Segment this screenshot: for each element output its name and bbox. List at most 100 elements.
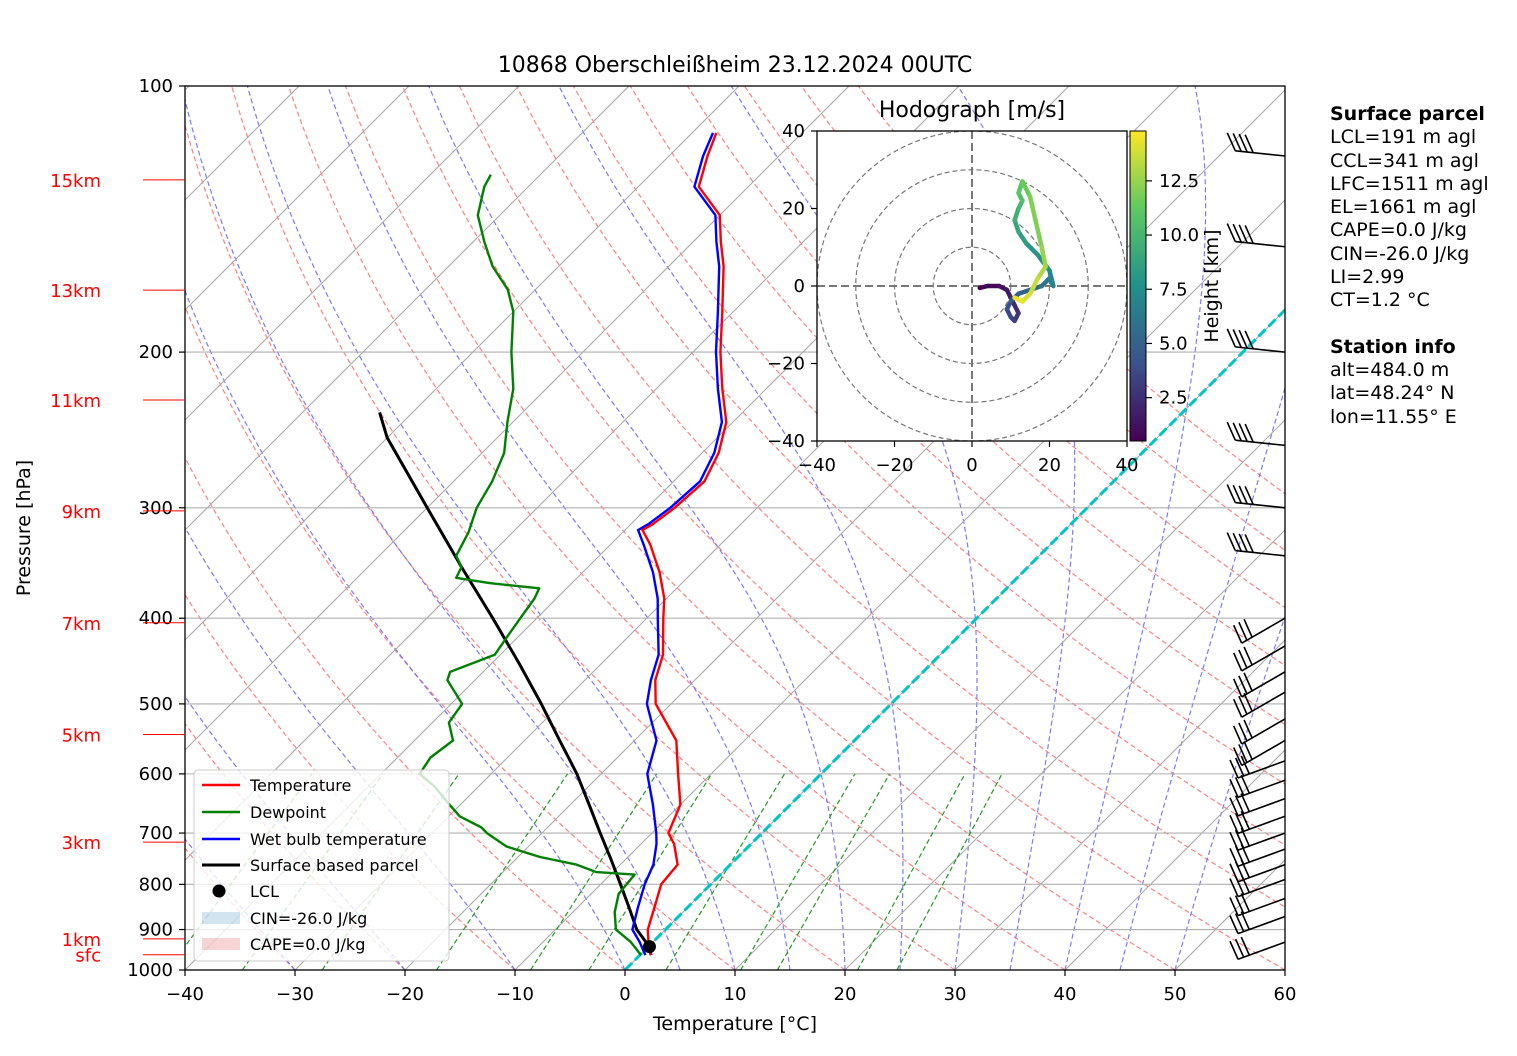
barb-flag [1234, 757, 1245, 777]
isotherm [734, 419, 1285, 970]
height-label: sfc [75, 946, 101, 967]
barb-flag [1234, 938, 1245, 958]
wind-barb [1232, 617, 1286, 644]
barb-staff [1235, 549, 1286, 557]
hodograph-y-tick-label: 40 [782, 121, 805, 142]
legend-cape-label: CAPE=0.0 J/kg [250, 935, 365, 954]
surface-line-el: EL=1661 m agl [1330, 196, 1477, 219]
height-label: 15km [50, 171, 101, 192]
mixing-ratio-line [896, 773, 1003, 970]
barb-flag [1232, 678, 1243, 698]
colorbar-tick-label: 5.0 [1159, 333, 1188, 354]
x-tick-label: −10 [496, 984, 534, 1005]
wind-barb [1229, 755, 1286, 779]
y-tick-label: 800 [139, 874, 173, 895]
dry-adiabat [344, 86, 1176, 970]
wind-barb [1229, 843, 1286, 868]
barb-flag [1238, 722, 1248, 742]
hodograph-segment [1012, 295, 1025, 304]
y-tick-label: 500 [139, 694, 173, 715]
x-tick-label: 40 [1054, 984, 1077, 1005]
dry-adiabat [572, 86, 1285, 785]
isotherm [185, 86, 740, 641]
zero-degree-isotherm [623, 307, 1285, 970]
barb-staff [1235, 439, 1286, 447]
barb-flag [1232, 532, 1242, 552]
moist-adiabat [1174, 614, 1285, 970]
legend-temperature-label: Temperature [249, 776, 351, 795]
y-tick-label: 700 [139, 823, 173, 844]
x-tick-label: −40 [166, 984, 204, 1005]
y-tick-label: 100 [139, 76, 173, 97]
barb-flag [1238, 695, 1248, 715]
barb-flag [1238, 423, 1248, 442]
parcel-line [378, 411, 653, 956]
y-tick-label: 1000 [127, 960, 173, 981]
height-label: 1km [62, 930, 101, 951]
barb-staff [1235, 501, 1286, 509]
barb-flag [1240, 755, 1251, 775]
barb-staff [1237, 915, 1286, 935]
barb-flag [1238, 533, 1248, 553]
y-tick-label: 600 [139, 764, 173, 785]
colorbar-tick-label: 2.5 [1159, 388, 1188, 409]
barb-flag [1238, 224, 1248, 244]
colorbar-ticks: 2.5 5.0 7.5 10.0 12.5 [1146, 171, 1199, 409]
y-axis-label: Pressure [hPa] [13, 460, 35, 596]
barb-flag [1240, 774, 1251, 794]
barb-flag [1232, 484, 1242, 504]
legend-lcl-label: LCL [250, 882, 279, 901]
isotherm [844, 529, 1285, 970]
barb-staff [1241, 739, 1286, 767]
height-label: 3km [62, 833, 101, 854]
barb-flag [1244, 423, 1254, 443]
barb-flag [1244, 225, 1254, 244]
barb-staff [1237, 832, 1286, 851]
surface-line-ccl: CCL=341 m agl [1330, 149, 1479, 172]
barb-flag [1226, 132, 1237, 152]
barb-flag [1243, 692, 1253, 712]
wind-barb [1226, 484, 1286, 509]
barb-flag [1232, 422, 1242, 442]
info-panel: Surface parcel LCL=191 m agl CCL=341 m a… [1330, 103, 1489, 429]
wind-barbs [1226, 132, 1286, 960]
wind-barb [1226, 223, 1286, 248]
barb-flag [1232, 698, 1243, 718]
barb-flag [1240, 810, 1251, 830]
dewpoint-line [418, 174, 642, 956]
barb-flag [1238, 485, 1248, 505]
wind-barb [1229, 774, 1286, 799]
hodograph-x-tick-label: 20 [1038, 455, 1061, 476]
barb-flag [1226, 223, 1237, 242]
y-tick-label: 900 [139, 920, 173, 941]
hodograph-background [817, 131, 1127, 441]
barb-flag [1240, 893, 1251, 912]
mixing-ratio-line [665, 773, 786, 970]
barb-flag [1240, 936, 1251, 956]
height-label: 9km [62, 502, 101, 523]
legend-cape-swatch [202, 938, 240, 950]
barb-flag [1234, 876, 1245, 895]
wetbulb-line [631, 132, 724, 956]
barb-flag [1238, 621, 1248, 641]
hodograph-trace [977, 179, 1056, 324]
surface-line-ct: CT=1.2 °C [1330, 289, 1430, 312]
barb-flag [1240, 859, 1251, 878]
barb-staff [1237, 848, 1286, 868]
legend-dewpoint-label: Dewpoint [250, 803, 326, 822]
hodograph-segment [1035, 264, 1048, 281]
hodograph-title: Hodograph [m/s] [879, 98, 1065, 123]
barb-flag [1234, 895, 1245, 914]
x-tick-label: 60 [1274, 984, 1297, 1005]
wind-barb [1229, 936, 1286, 960]
moist-adiabat [558, 86, 904, 970]
axes: −40 −30 −20 −10 0 10 20 30 40 50 60100200300400500… [50, 76, 1296, 1005]
surface-line-lfc: LFC=1511 m agl [1330, 172, 1489, 195]
barb-flag [1240, 793, 1251, 812]
wind-barb [1229, 874, 1286, 898]
mixing-ratio-line [776, 773, 891, 970]
x-tick-label: −30 [276, 984, 314, 1005]
barb-staff [1237, 779, 1286, 799]
barb-staff [1235, 240, 1286, 248]
surface-parcel-heading: Surface parcel [1330, 103, 1485, 125]
